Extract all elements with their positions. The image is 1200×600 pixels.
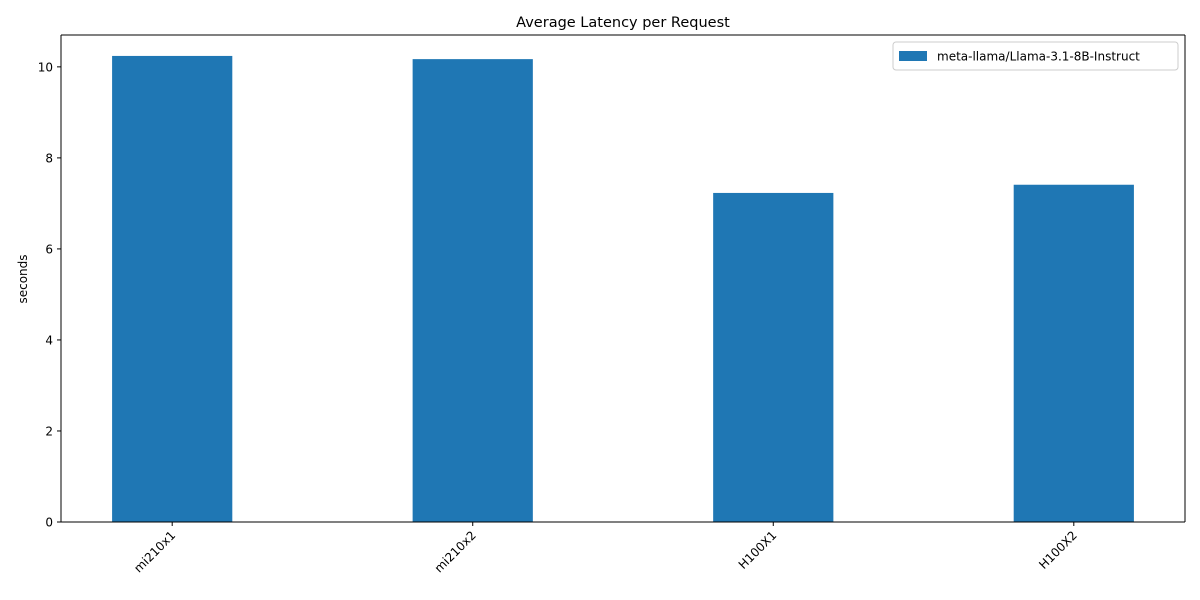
y-tick-label: 0 xyxy=(45,516,53,530)
y-tick-label: 6 xyxy=(45,242,53,256)
y-tick-label: 2 xyxy=(45,424,53,438)
bar-mi210x1 xyxy=(112,55,233,522)
legend-box xyxy=(892,41,1179,71)
bar-H100X2 xyxy=(1013,184,1134,522)
bars-layer xyxy=(112,55,1134,522)
bar-mi210x2 xyxy=(412,59,533,522)
legend: meta-llama/Llama-3.1-8B-Instruct xyxy=(892,41,1179,71)
y-tick-label: 8 xyxy=(45,151,53,165)
chart-title: Average Latency per Request xyxy=(516,15,730,31)
y-tick-label: 10 xyxy=(38,60,53,74)
y-axis-label: seconds xyxy=(16,254,30,303)
legend-swatch xyxy=(899,51,927,61)
y-tick-label: 4 xyxy=(45,333,53,347)
bar-H100X1 xyxy=(713,192,834,522)
legend-label: meta-llama/Llama-3.1-8B-Instruct xyxy=(937,50,1140,64)
